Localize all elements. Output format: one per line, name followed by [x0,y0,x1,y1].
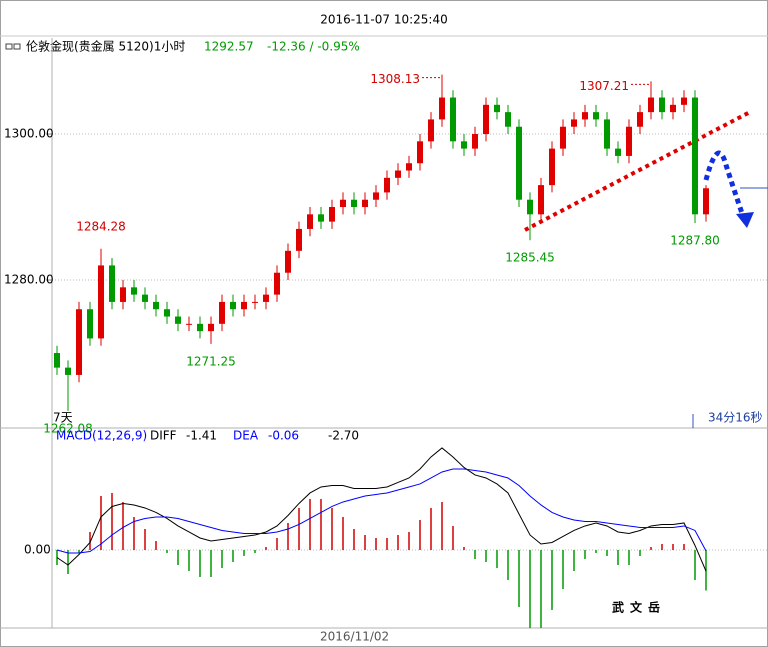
candle-body [98,265,104,339]
candle-body [692,97,698,215]
candle-body [450,97,456,142]
candle-body [670,104,676,113]
candle-body [428,119,434,142]
candle-body [197,323,203,332]
price-annotation: 1307.21 [579,79,629,93]
candle-body [373,192,379,200]
macd-line [56,447,707,572]
legend-value: -1.41 [186,429,217,443]
candle-body [406,163,412,171]
candle-body [296,228,302,251]
candle-body [230,301,236,310]
candle-body [208,323,214,332]
arrow-head [736,212,754,228]
macd-title: MACD(12,26,9) [56,429,147,443]
candle-body [439,97,445,120]
candle-body [340,199,346,208]
period-label: 7天 [53,411,73,425]
candle-body [626,126,632,156]
instrument-icon [5,43,21,50]
candle-body [681,97,687,105]
candle-body [131,287,137,295]
candle-body [142,294,148,302]
legend-label: DEA [233,429,259,443]
candle-body [362,199,368,208]
candle-body [560,126,566,149]
candle-body [54,353,60,368]
candle-body [329,207,335,222]
candle-body [76,309,82,375]
last-price: 1292.57 [204,40,254,54]
macd-line [56,468,707,554]
candle-body [648,97,654,113]
candle-body [285,250,291,273]
price-annotation: 1308.13 [370,72,420,86]
candle-body [593,112,599,120]
candle-body [637,112,643,127]
candle-body [494,104,500,113]
candle-body [527,199,533,215]
price-annotation: 1271.25 [186,354,236,368]
candle-body [604,119,610,149]
candle-body [516,126,522,200]
legend-value: -2.70 [328,429,359,443]
watermark: 武文岳 [612,600,666,615]
y-tick-label: 0.00 [24,542,51,556]
legend-label: DIFF [150,429,177,443]
candle-body [582,112,588,120]
candle-body [549,148,555,186]
candle-body [153,301,159,310]
window-title: 2016-11-07 10:25:40 [320,13,447,27]
price-annotation: 1285.45 [505,251,555,265]
candle-body [472,134,478,149]
candle-body [615,148,621,156]
candle-body [538,185,544,215]
candle-body [274,272,280,295]
candle-body [186,323,192,325]
candle-body [659,97,665,113]
candle-body [219,301,225,324]
price-annotation: 1287.80 [670,234,720,248]
candle-body [703,188,709,215]
candle-body [384,177,390,193]
candle-body [461,141,467,149]
candle-body [318,214,324,222]
candle-body [65,367,71,375]
price-change: -12.36 / -0.95% [267,40,360,54]
candle-body [505,112,511,127]
candle-body [109,265,115,302]
x-date-label: 2016/11/02 [320,630,389,644]
candle-body [395,170,401,178]
candle-body [307,214,313,229]
candle-body [263,294,269,302]
countdown: 34分16秒 [708,411,763,425]
candle-body [164,309,170,317]
y-tick-label: 1280.00 [4,273,54,287]
instrument-name: 伦敦金现(贵金属 5120)1小时 [26,39,185,54]
y-tick-label: 1300.00 [4,127,54,141]
forecast-arrow [703,150,748,223]
candle-body [87,309,93,339]
candle-body [120,287,126,302]
candle-body [252,301,258,303]
trend-line [524,110,751,232]
candle-body [175,316,181,324]
price-annotation: 1262.08 [43,421,93,435]
candle-body [351,199,357,208]
candle-body [241,301,247,310]
candle-body [571,119,577,127]
price-annotation: 1284.28 [76,219,126,233]
candle-body [417,141,423,164]
legend-value: -0.06 [268,429,299,443]
candle-body [483,104,489,135]
